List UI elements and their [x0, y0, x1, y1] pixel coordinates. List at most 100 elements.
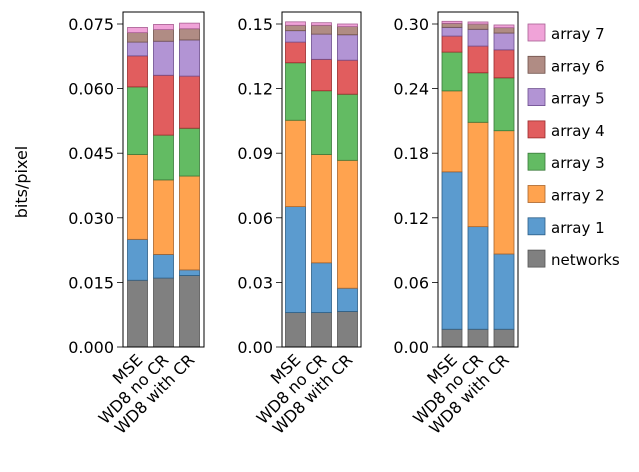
bar-segment-array-6	[285, 24, 306, 32]
bar-segment-array-5	[337, 34, 358, 61]
y-tick-label: 0.015	[68, 273, 114, 292]
bar-segment-array-6	[179, 28, 200, 41]
bar-segment-array-6	[311, 24, 332, 35]
bar-segment-array-4	[467, 45, 489, 74]
bar-segment-array-3	[285, 62, 306, 121]
bar-segment-array-3	[467, 72, 489, 123]
bar-segment-networks	[311, 312, 332, 348]
bar-segment-array-1	[441, 171, 463, 330]
bar-segment-array-3	[441, 51, 463, 92]
legend-swatch-array-1	[527, 217, 546, 236]
legend-label: array 3	[551, 154, 605, 172]
bar-segment-array-2	[179, 175, 200, 271]
y-tick-label: 0.060	[68, 80, 114, 99]
legend-label: array 6	[551, 57, 605, 75]
bar-segment-array-4	[285, 41, 306, 64]
bar-segment-array-3	[337, 93, 358, 161]
bar-segment-array-3	[179, 127, 200, 177]
bar-segment-array-2	[441, 90, 463, 173]
y-tick-label: 0.00	[237, 338, 273, 357]
legend-label: array 7	[551, 25, 605, 43]
bar-segment-array-5	[153, 40, 174, 76]
bar-segment-networks	[467, 328, 489, 348]
y-tick-label: 0.03	[237, 273, 273, 292]
y-tick-label: 0.045	[68, 144, 114, 163]
bar-segment-array-2	[493, 130, 515, 255]
legend-swatch-array-5	[527, 88, 546, 106]
legend-swatch-array-3	[527, 152, 546, 171]
bar-segment-networks	[493, 328, 515, 348]
y-tick-label: 0.030	[68, 209, 114, 228]
bar-segment-array-7	[441, 20, 463, 24]
bar-segment-array-6	[441, 22, 463, 28]
y-tick-label: 0.24	[393, 80, 429, 99]
axes-frame	[122, 11, 205, 348]
bar-segment-array-1	[153, 254, 174, 279]
bar-segment-array-1	[493, 253, 515, 330]
y-axis-label: bits/pixel	[12, 146, 31, 218]
bar-segment-array-4	[153, 74, 174, 136]
legend-label: array 2	[551, 187, 605, 205]
y-tick-label: 0.06	[393, 273, 429, 292]
bar-segment-array-5	[493, 32, 515, 51]
legend: array 7 array 6 array 5 array 4 array 3 array…	[527, 23, 620, 269]
bar-segment-array-6	[153, 29, 174, 42]
bar-segment-array-3	[493, 77, 515, 132]
legend-swatch-array-4	[527, 120, 546, 139]
bar-segment-networks	[153, 277, 174, 348]
legend-label: array 4	[551, 122, 605, 140]
bar-segment-array-7	[493, 24, 515, 29]
bar-segment-array-5	[127, 41, 148, 57]
bar-segment-array-5	[285, 30, 306, 43]
y-tick-label: 0.30	[393, 15, 429, 34]
bar-segment-array-2	[311, 154, 332, 264]
bar-segment-array-1	[285, 206, 306, 313]
bar-segment-array-3	[153, 134, 174, 181]
bar-segment-array-6	[493, 27, 515, 34]
bar-segment-networks	[179, 275, 200, 348]
y-tick-label: 0.09	[237, 144, 273, 163]
legend-swatch-networks	[527, 249, 546, 268]
legend-swatch-array-6	[527, 55, 546, 74]
bar-segment-array-2	[337, 159, 358, 289]
bar-segment-array-3	[311, 90, 332, 155]
bar-segment-array-7	[153, 24, 174, 30]
bar-segment-array-3	[127, 86, 148, 155]
axes-frame	[437, 11, 519, 348]
bar-segment-array-5	[311, 33, 332, 60]
bar-segment-array-7	[311, 22, 332, 26]
bar-segment-array-6	[337, 26, 358, 36]
y-tick-label: 0.12	[237, 80, 273, 99]
legend-label: array 5	[551, 90, 605, 108]
bar-segment-networks	[337, 311, 358, 348]
bar-segment-array-2	[153, 179, 174, 255]
bar-segment-array-4	[179, 75, 200, 129]
legend-label: array 1	[551, 219, 605, 237]
bar-segment-array-2	[285, 119, 306, 208]
bar-segment-array-1	[467, 226, 489, 330]
bar-segment-array-6	[467, 23, 489, 30]
legend-swatch-array-7	[527, 23, 546, 42]
bar-segment-array-6	[127, 32, 148, 43]
bar-segment-networks	[285, 312, 306, 348]
y-tick-label: 0.000	[68, 338, 114, 357]
y-tick-label: 0.075	[68, 15, 114, 34]
bar-segment-array-7	[285, 21, 306, 26]
legend-label: networks	[551, 251, 620, 269]
bar-segment-array-5	[441, 26, 463, 37]
y-tick-label: 0.18	[393, 144, 429, 163]
bar-segment-array-4	[337, 59, 358, 95]
bar-segment-networks	[127, 279, 148, 348]
bar-segment-array-5	[467, 28, 489, 47]
bar-segment-array-1	[311, 262, 332, 313]
bar-segment-array-4	[493, 49, 515, 79]
bar-segment-array-7	[179, 22, 200, 30]
y-tick-label: 0.00	[393, 338, 429, 357]
bar-segment-array-5	[179, 39, 200, 77]
bar-segment-array-1	[337, 287, 358, 312]
bar-segment-array-4	[441, 35, 463, 53]
